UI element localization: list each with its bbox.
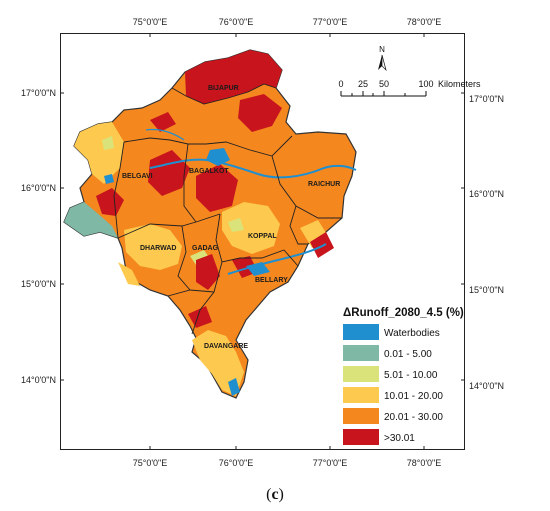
label-bijapur: BIJAPUR [208,85,239,92]
zone-belgavi-west [64,202,118,238]
legend-swatch [343,345,379,361]
figure-caption: (c) [0,486,550,504]
legend-label: 10.01 - 20.00 [384,391,443,402]
label-gadag: GADAG [192,245,219,252]
scale-label-25: 25 [358,79,368,89]
tick-left-17: 17°0'0"N [21,88,56,98]
tick-left-16: 16°0'0"N [21,183,56,193]
scale-label-100: 100 [418,79,433,89]
legend-swatch [343,387,379,403]
scale-unit: Kilometers [438,79,481,89]
caption-letter: c [271,486,279,503]
label-koppal: KOPPAL [248,233,277,240]
legend-label: >30.01 [384,433,415,444]
scale-bar: 0 25 50 100 Kilometers [338,79,481,97]
district-boundaries [113,83,342,335]
tick-top-78: 78°0'0"E [407,17,442,27]
label-dharwad: DHARWAD [140,245,176,252]
legend-swatch [343,408,379,424]
tick-right-15: 15°0'0"N [469,285,504,295]
tick-bottom-78: 78°0'0"E [407,458,442,468]
tick-left-14: 14°0'0"N [21,375,56,385]
label-raichur: RAICHUR [308,181,340,188]
label-belgavi: BELGAVI [122,173,153,180]
legend-swatch [343,429,379,445]
tick-bottom-76: 76°0'0"E [219,458,254,468]
waterbodies [104,128,357,396]
legend-swatch [343,366,379,382]
tick-right-14: 14°0'0"N [469,381,504,391]
caption-close: ) [278,486,284,503]
legend: ΔRunoff_2080_4.5 (%) Waterbodies 0.01 - 5… [343,307,464,445]
tick-top-77: 77°0'0"E [313,17,348,27]
legend-swatch [343,324,379,340]
scale-label-50: 50 [379,79,389,89]
tick-top-75: 75°0'0"E [133,17,168,27]
legend-title: ΔRunoff_2080_4.5 (%) [343,307,464,319]
north-arrow-icon: N [378,45,387,72]
scale-label-0: 0 [338,79,343,89]
north-label: N [379,45,385,54]
legend-label: 5.01 - 10.00 [384,370,438,381]
tick-right-16: 16°0'0"N [469,189,504,199]
label-davangare: DAVANGARE [204,343,248,350]
graticule-ticks [60,33,465,450]
legend-label: Waterbodies [384,328,440,339]
legend-label: 0.01 - 5.00 [384,349,432,360]
tick-bottom-75: 75°0'0"E [133,458,168,468]
caption-open: ( [266,486,272,503]
label-bellary: BELLARY [255,277,288,284]
tick-top-76: 76°0'0"E [219,17,254,27]
tick-left-15: 15°0'0"N [21,279,56,289]
legend-label: 20.01 - 30.00 [384,412,443,423]
label-bagalkot: BAGALKOT [189,168,229,175]
tick-right-17: 17°0'0"N [469,94,504,104]
tick-bottom-77: 77°0'0"E [313,458,348,468]
